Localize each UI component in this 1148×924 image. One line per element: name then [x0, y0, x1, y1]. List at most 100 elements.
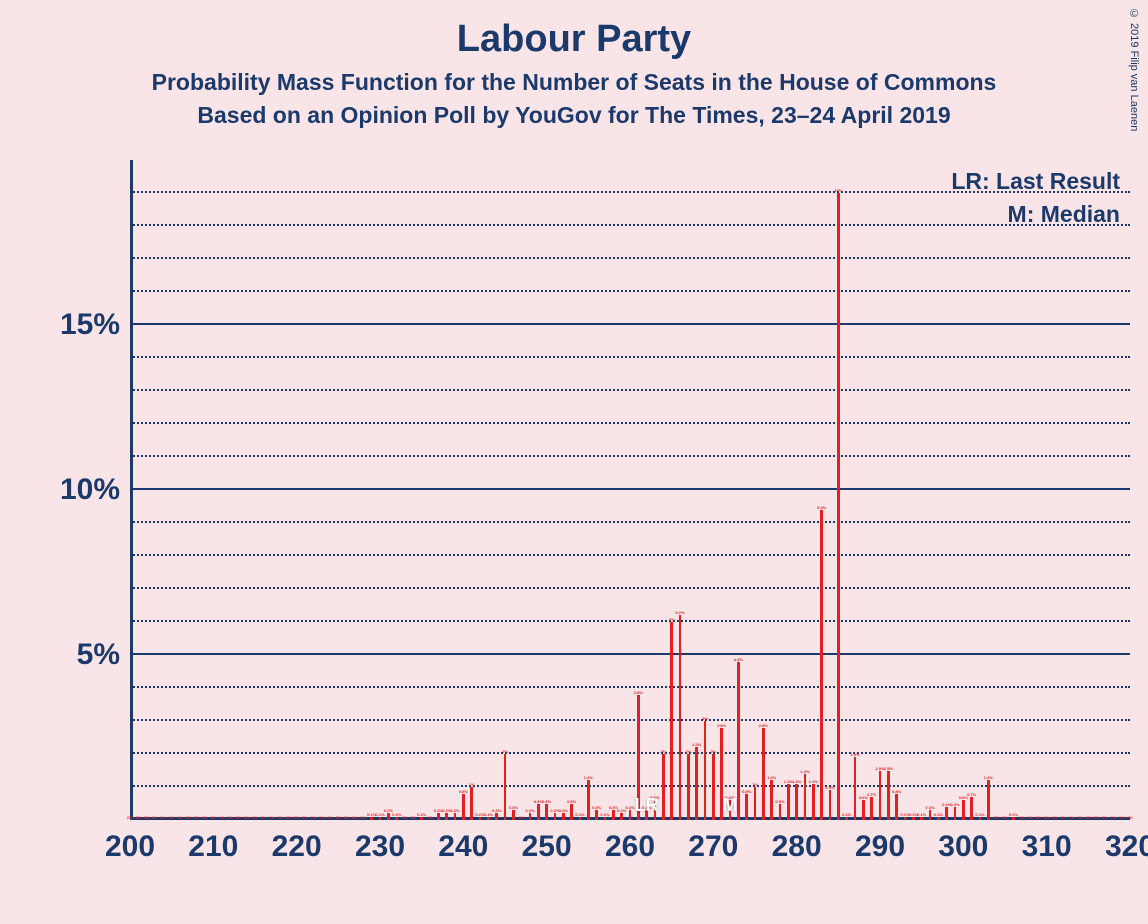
- bar: 1.5%: [887, 771, 890, 821]
- bar: 0.1%: [395, 817, 398, 820]
- bar-value-label: 0%: [269, 815, 275, 820]
- x-tick-label: 210: [188, 830, 238, 864]
- bar: 0.5%: [545, 804, 548, 821]
- bar-value-label: 0%: [1110, 815, 1116, 820]
- bar-value-label: 3%: [702, 716, 708, 721]
- plot-area: 5%10%15%20021022023024025026027028029030…: [130, 160, 1130, 820]
- grid-minor: [130, 422, 1130, 424]
- bar: 2.2%: [695, 747, 698, 820]
- bar-value-label: 0%: [302, 815, 308, 820]
- bar-value-label: 0%: [1085, 815, 1091, 820]
- bar: 0.3%: [929, 810, 932, 820]
- bar-value-label: 0%: [127, 815, 133, 820]
- y-axis-line: [130, 160, 133, 820]
- bar: 0.1%: [1012, 817, 1015, 820]
- marker-lr: LR: [635, 795, 659, 816]
- bar-value-label: 0%: [277, 815, 283, 820]
- grid-major: [130, 653, 1130, 655]
- bar-value-label: 0%: [152, 815, 158, 820]
- bar-value-label: 0%: [1019, 815, 1025, 820]
- bar: 0.1%: [487, 817, 490, 820]
- bar: 0.2%: [554, 813, 557, 820]
- bar-value-label: 0%: [994, 815, 1000, 820]
- bar-value-label: 0.1%: [934, 812, 943, 817]
- bar-value-label: 2.8%: [717, 723, 726, 728]
- bar-value-label: 0%: [210, 815, 216, 820]
- bar-value-label: 0%: [202, 815, 208, 820]
- axes-box: 5%10%15%20021022023024025026027028029030…: [130, 160, 1130, 820]
- bar-value-label: 0%: [310, 815, 316, 820]
- bar-value-label: 0.1%: [417, 812, 426, 817]
- bar-value-label: 0%: [285, 815, 291, 820]
- bar: 0.2%: [387, 813, 390, 820]
- bar: 0.2%: [454, 813, 457, 820]
- bar-value-label: 0%: [402, 815, 408, 820]
- bar-value-label: 0%: [185, 815, 191, 820]
- bar-value-label: 3.8%: [634, 690, 643, 695]
- bar: 1%: [470, 787, 473, 820]
- bar: 0.4%: [945, 807, 948, 820]
- bar-value-label: 0%: [244, 815, 250, 820]
- bar: 0.1%: [479, 817, 482, 820]
- bar-value-label: 0%: [319, 815, 325, 820]
- grid-minor: [130, 752, 1130, 754]
- bar: 0.1%: [845, 817, 848, 820]
- grid-minor: [130, 686, 1130, 688]
- bar: 0.3%: [612, 810, 615, 820]
- bar-value-label: 0.1%: [842, 812, 851, 817]
- bar-value-label: 0%: [327, 815, 333, 820]
- grid-minor: [130, 554, 1130, 556]
- bar: 2%: [662, 754, 665, 820]
- bar-value-label: 0.5%: [542, 799, 551, 804]
- legend-lr: LR: Last Result: [951, 168, 1120, 195]
- bar-value-label: 0.8%: [459, 789, 468, 794]
- bar: 0.5%: [779, 804, 782, 821]
- bar-value-label: 0%: [344, 815, 350, 820]
- bar-value-label: 0%: [219, 815, 225, 820]
- bar-value-label: 0%: [169, 815, 175, 820]
- bar: 0.1%: [979, 817, 982, 820]
- bar-value-label: 0%: [1044, 815, 1050, 820]
- bar: 1%: [754, 787, 757, 820]
- bar: 0.6%: [962, 800, 965, 820]
- bar-value-label: 2%: [660, 749, 666, 754]
- grid-minor: [130, 257, 1130, 259]
- bar-value-label: 0%: [1060, 815, 1066, 820]
- bar-value-label: 0.1%: [1009, 812, 1018, 817]
- bar-value-label: 0.3%: [925, 805, 934, 810]
- bar-value-label: 0.5%: [567, 799, 576, 804]
- grid-minor: [130, 620, 1130, 622]
- bar: 1.2%: [770, 780, 773, 820]
- bar-value-label: 0%: [294, 815, 300, 820]
- bar: 1.2%: [587, 780, 590, 820]
- grid-minor: [130, 290, 1130, 292]
- bar: 0.1%: [920, 817, 923, 820]
- bar: 0.1%: [904, 817, 907, 820]
- bar-value-label: 0%: [252, 815, 258, 820]
- bar: 0.3%: [629, 810, 632, 820]
- bar: 9.4%: [820, 510, 823, 820]
- bar-value-label: 0%: [160, 815, 166, 820]
- bar: 2%: [712, 754, 715, 820]
- bar-value-label: 1.2%: [984, 775, 993, 780]
- bar: 2%: [504, 754, 507, 820]
- bar-value-label: 0%: [1027, 815, 1033, 820]
- chart-title: Labour Party: [0, 18, 1148, 61]
- bar-value-label: 0%: [1102, 815, 1108, 820]
- bar-value-label: 6%: [669, 617, 675, 622]
- bar-value-label: 1%: [752, 782, 758, 787]
- grid-minor: [130, 587, 1130, 589]
- bar-value-label: 2%: [685, 749, 691, 754]
- copyright-credit: © 2019 Filip van Laenen: [1128, 8, 1140, 131]
- bar-value-label: 1.4%: [800, 769, 809, 774]
- bar: 2.8%: [762, 728, 765, 820]
- bar-value-label: 1.5%: [884, 766, 893, 771]
- chart-subtitle-1: Probability Mass Function for the Number…: [0, 69, 1148, 96]
- bar: 0.1%: [420, 817, 423, 820]
- legend-m: M: Median: [951, 201, 1120, 228]
- bar: 0.1%: [912, 817, 915, 820]
- grid-minor: [130, 455, 1130, 457]
- bar: 0.1%: [579, 817, 582, 820]
- bar-value-label: 4.8%: [734, 657, 743, 662]
- bar: 6%: [670, 622, 673, 820]
